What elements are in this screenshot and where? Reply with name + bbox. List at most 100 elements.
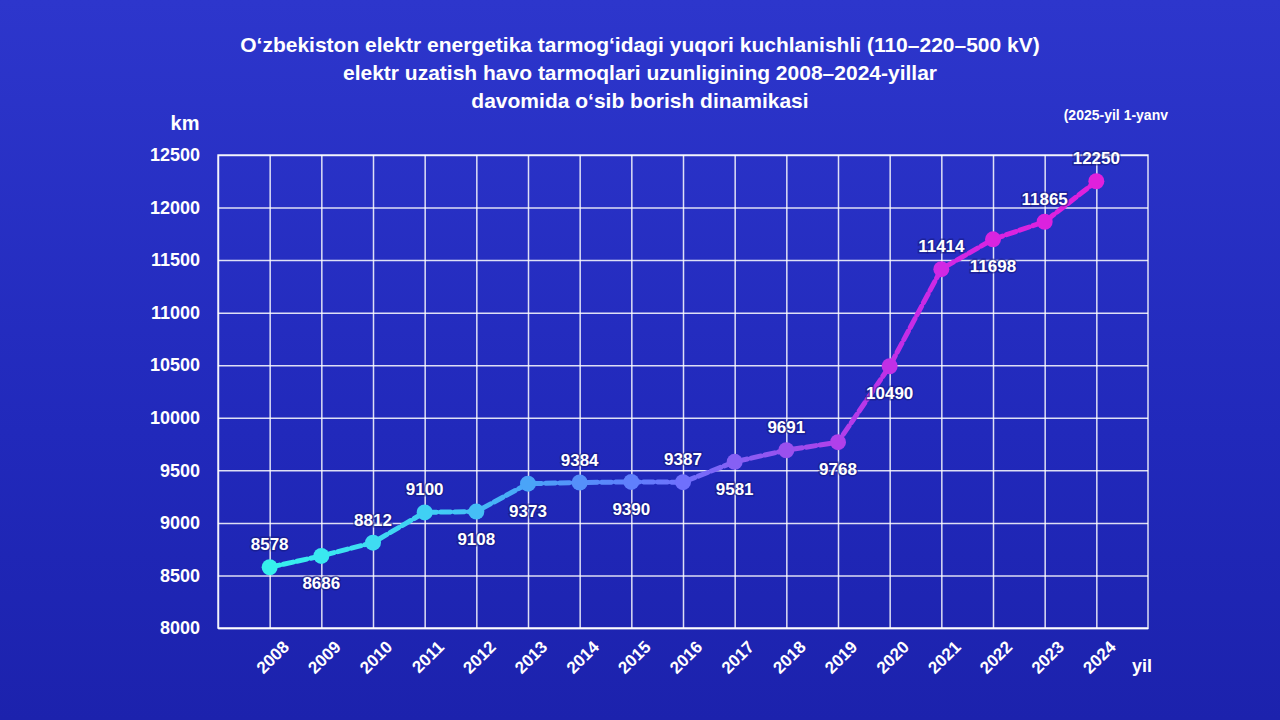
data-label: 9581 [716, 480, 754, 499]
x-tick-label: 2024 [1079, 637, 1120, 678]
x-tick: 2021 [924, 155, 964, 678]
data-label: 11698 [970, 257, 1016, 276]
marker [262, 559, 278, 575]
x-tick: 2010 [356, 155, 396, 678]
x-tick: 2014 [563, 155, 604, 678]
marker [985, 231, 1001, 247]
marker [313, 548, 329, 564]
x-grid-line [1096, 155, 1098, 628]
x-tick-label: 2020 [873, 637, 913, 677]
x-tick: 2017 [718, 155, 758, 678]
x-grid-line [683, 155, 685, 628]
y-tick: 10500 [150, 355, 1148, 375]
x-tick-label: 2019 [821, 637, 861, 677]
note: (2025-yil 1-yanv [1064, 107, 1168, 123]
x-grid-line [579, 155, 581, 628]
x-tick-label: 2013 [511, 637, 551, 677]
y-tick-label: 12000 [150, 198, 200, 218]
chart: O‘zbekiston elektr energetika tarmog‘ida… [0, 0, 1280, 720]
data-label: 9373 [509, 502, 547, 521]
x-tick: 2020 [873, 155, 913, 678]
x-axis: 2008 2009 2010 2011 2012 2013 20142015 2016 2017… [219, 155, 1149, 678]
marker [933, 261, 949, 277]
y-tick-label: 8000 [160, 618, 200, 638]
data-label: 11414 [918, 237, 965, 256]
marker [468, 504, 484, 520]
y-axis: 8000850090009500100001050011000115001200… [150, 145, 1148, 638]
marker [1037, 214, 1053, 230]
y-tick: 8000 [160, 618, 1148, 638]
x-tick: 2009 [304, 155, 344, 678]
data-label: 9387 [664, 450, 702, 469]
x-tick: 2013 [511, 155, 551, 678]
y-tick: 12500 [150, 145, 1148, 165]
x-grid-line [993, 155, 995, 628]
y-tick: 11000 [151, 303, 1148, 323]
x-tick: 2018 [769, 155, 809, 678]
x-tick: 2023 [1028, 155, 1068, 678]
x-axis-title: yil [1132, 656, 1152, 676]
x-tick: 2008 [253, 155, 293, 678]
title: davomida o‘sib borish dinamikasi [471, 89, 808, 112]
marker [882, 358, 898, 374]
x-tick-label: 2022 [976, 637, 1016, 677]
series-line [270, 181, 1097, 567]
y-axis-title: km [171, 112, 200, 134]
y-tick: 9500 [160, 461, 1148, 481]
x-tick-label: 2015 [614, 637, 654, 677]
x-tick: 2016 [666, 155, 706, 678]
x-grid-line [424, 155, 426, 628]
data-label: 9768 [819, 460, 857, 479]
title: O‘zbekiston elektr energetika tarmog‘ida… [240, 33, 1039, 56]
y-tick: 9000 [160, 513, 1148, 533]
y-axis-line [218, 156, 220, 629]
x-tick-label: 2008 [253, 637, 293, 677]
data-label: 9390 [612, 500, 650, 519]
data-label: 10490 [866, 384, 913, 403]
marker [520, 476, 536, 492]
y-tick-label: 11000 [151, 303, 200, 323]
x-tick-label: 2016 [666, 637, 706, 677]
y-tick-label: 9500 [160, 461, 200, 481]
x-tick-label: 2023 [1028, 637, 1068, 677]
x-grid-line [373, 155, 375, 628]
data-label: 12250 [1073, 149, 1120, 168]
marks [262, 173, 1105, 575]
x-tick-label: 2018 [769, 637, 809, 677]
x-grid-line [734, 155, 736, 628]
y-tick: 10000 [150, 408, 1148, 428]
x-grid-line [528, 155, 530, 628]
x-tick-label: 2009 [304, 637, 344, 677]
data-label: 9384 [561, 451, 599, 470]
data-labels: 8578868688129100910893739384939093879581… [251, 149, 1120, 593]
x-tick-label: 2012 [459, 637, 499, 677]
data-label: 8812 [354, 511, 392, 530]
x-grid-line [631, 155, 633, 628]
x-grid-line [476, 155, 478, 628]
x-tick: 2011 [408, 155, 448, 677]
x-grid-line [269, 155, 271, 628]
x-tick: 2012 [459, 155, 499, 678]
y-tick-label: 10500 [150, 355, 200, 375]
x-tick-label: 2014 [563, 637, 604, 678]
marker [572, 475, 588, 491]
data-label: 11865 [1021, 190, 1067, 209]
y-tick-label: 10000 [150, 408, 200, 428]
y-tick-label: 8500 [160, 566, 200, 586]
x-grid-line [838, 155, 840, 628]
y-tick-label: 9000 [160, 513, 200, 533]
x-tick-label: 2021 [924, 637, 964, 677]
x-grid-line [941, 155, 943, 628]
marker [417, 504, 433, 520]
y-tick: 12000 [150, 198, 1148, 218]
data-label: 9100 [406, 480, 444, 499]
x-grid-line [786, 155, 788, 628]
marker [830, 434, 846, 450]
data-label: 9108 [457, 530, 495, 549]
marker [623, 474, 639, 490]
plot-frame [218, 155, 1148, 628]
marker [1088, 173, 1104, 189]
y-tick-label: 12500 [150, 145, 200, 165]
x-tick-label: 2017 [718, 637, 758, 677]
data-label: 8686 [302, 574, 340, 593]
